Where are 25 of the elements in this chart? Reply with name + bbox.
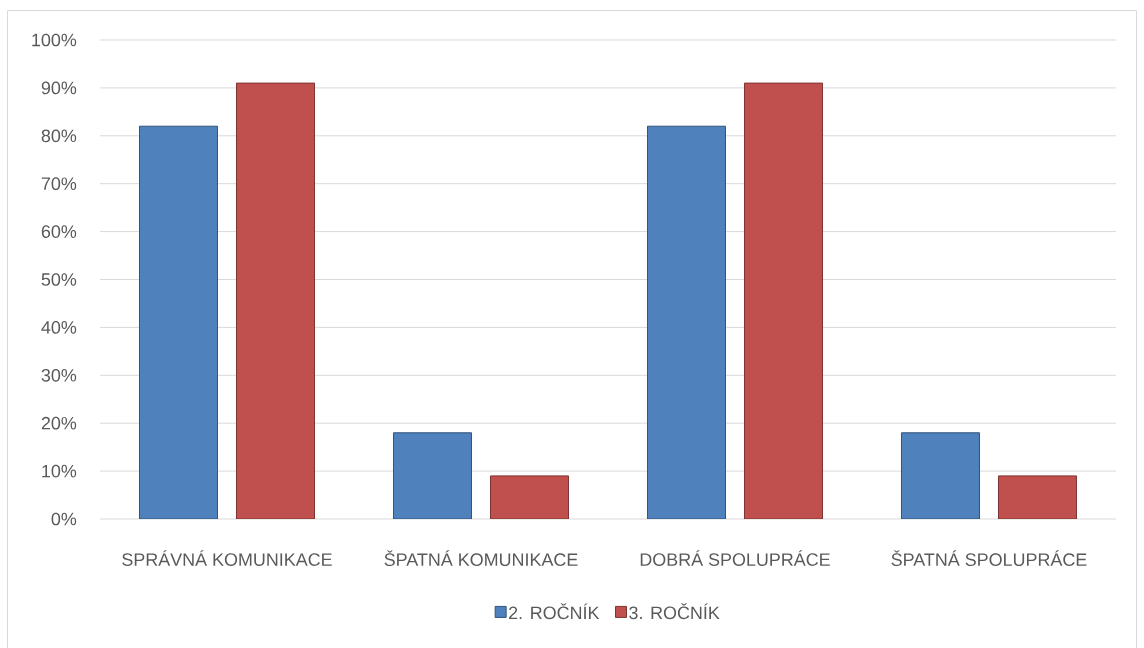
y-tick-label: 70%	[41, 177, 77, 191]
y-tick-label: 60%	[41, 225, 77, 238]
x-tick-label: DOBRÁ SPOLUPRÁCE	[640, 550, 830, 566]
y-tick-label: 100%	[32, 33, 77, 47]
y-tick-label: 20%	[41, 416, 77, 430]
x-tick-label: SPRÁVNÁ KOMUNIKACE	[122, 550, 332, 566]
bar	[392, 432, 472, 519]
x-tick-label: ŠPATNÁ SPOLUPRÁCE	[891, 550, 1087, 567]
bar	[997, 475, 1077, 519]
bar	[489, 475, 569, 519]
bar	[646, 125, 726, 519]
bar	[743, 82, 823, 519]
y-tick-label: 0%	[51, 512, 77, 526]
y-tick-label: 90%	[41, 81, 77, 95]
legend-label: 2. ROČNÍK	[509, 603, 600, 620]
y-tick-label: 50%	[41, 273, 77, 286]
bar	[139, 125, 218, 519]
y-tick-label: 40%	[41, 321, 77, 334]
bar	[900, 432, 980, 519]
y-tick-label: 30%	[41, 368, 77, 382]
y-tick-label: 80%	[41, 129, 77, 143]
bar	[236, 82, 315, 519]
legend-label: 3. ROČNÍK	[629, 603, 720, 620]
y-tick-label: 10%	[42, 464, 77, 478]
x-tick-label: ŠPATNÁ KOMUNIKACE	[384, 550, 578, 567]
